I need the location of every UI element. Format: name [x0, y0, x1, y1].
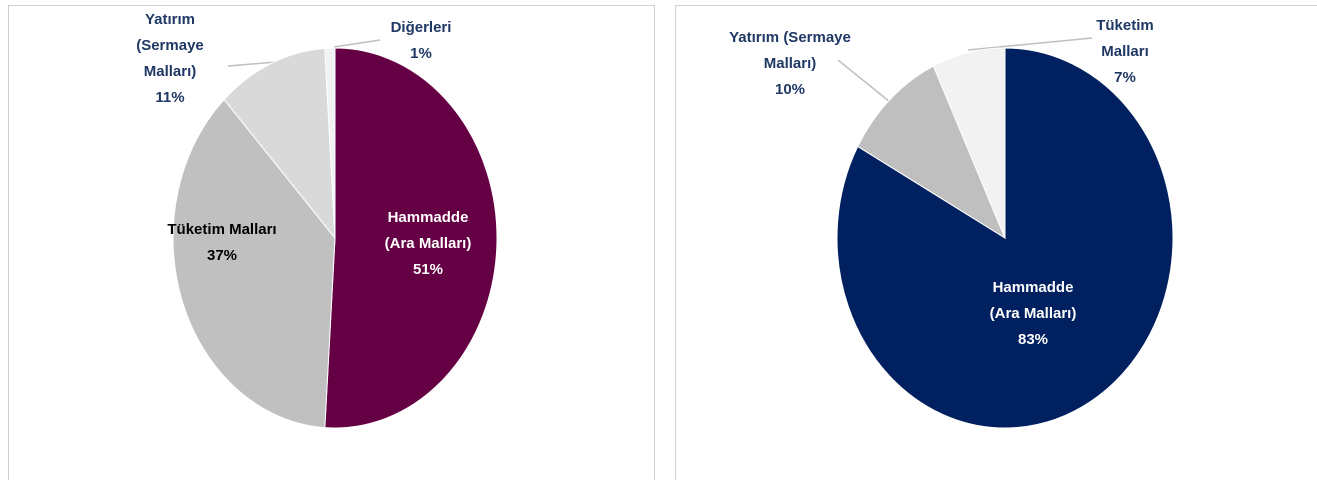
- slice-label: Tüketim Malları: [1096, 17, 1154, 60]
- slice-label: Yatırım (Sermaye Malları): [136, 11, 204, 80]
- value-label: 37%: [207, 247, 237, 264]
- value-label: 83%: [1018, 331, 1048, 348]
- label-line: Tüketim Malları: [167, 221, 276, 238]
- leader-line: [838, 60, 890, 102]
- label-line: Hammadde: [993, 279, 1074, 296]
- label-line: Diğerleri: [391, 19, 452, 36]
- value-label: 7%: [1114, 69, 1136, 86]
- leader-line: [334, 40, 380, 47]
- label-line: Tüketim: [1096, 17, 1154, 34]
- label-line: (Sermaye: [136, 37, 204, 54]
- slice-label: Yatırım (Sermaye Malları): [729, 29, 851, 72]
- label-line: Malları): [764, 55, 817, 72]
- slice-label: Diğerleri: [391, 19, 452, 36]
- value-label: 1%: [410, 45, 432, 62]
- label-line: Yatırım: [145, 11, 195, 28]
- label-line: Yatırım (Sermaye: [729, 29, 851, 46]
- label-line: Malları): [144, 63, 197, 80]
- label-line: Malları: [1101, 43, 1149, 60]
- label-line: (Ara Malları): [990, 305, 1077, 322]
- slice-label: Tüketim Malları: [167, 221, 276, 238]
- label-line: Hammadde: [388, 209, 469, 226]
- value-label: 10%: [775, 81, 805, 98]
- leader-line: [968, 38, 1092, 50]
- label-line: (Ara Malları): [385, 235, 472, 252]
- value-label: 11%: [155, 89, 184, 106]
- value-label: 51%: [413, 261, 443, 278]
